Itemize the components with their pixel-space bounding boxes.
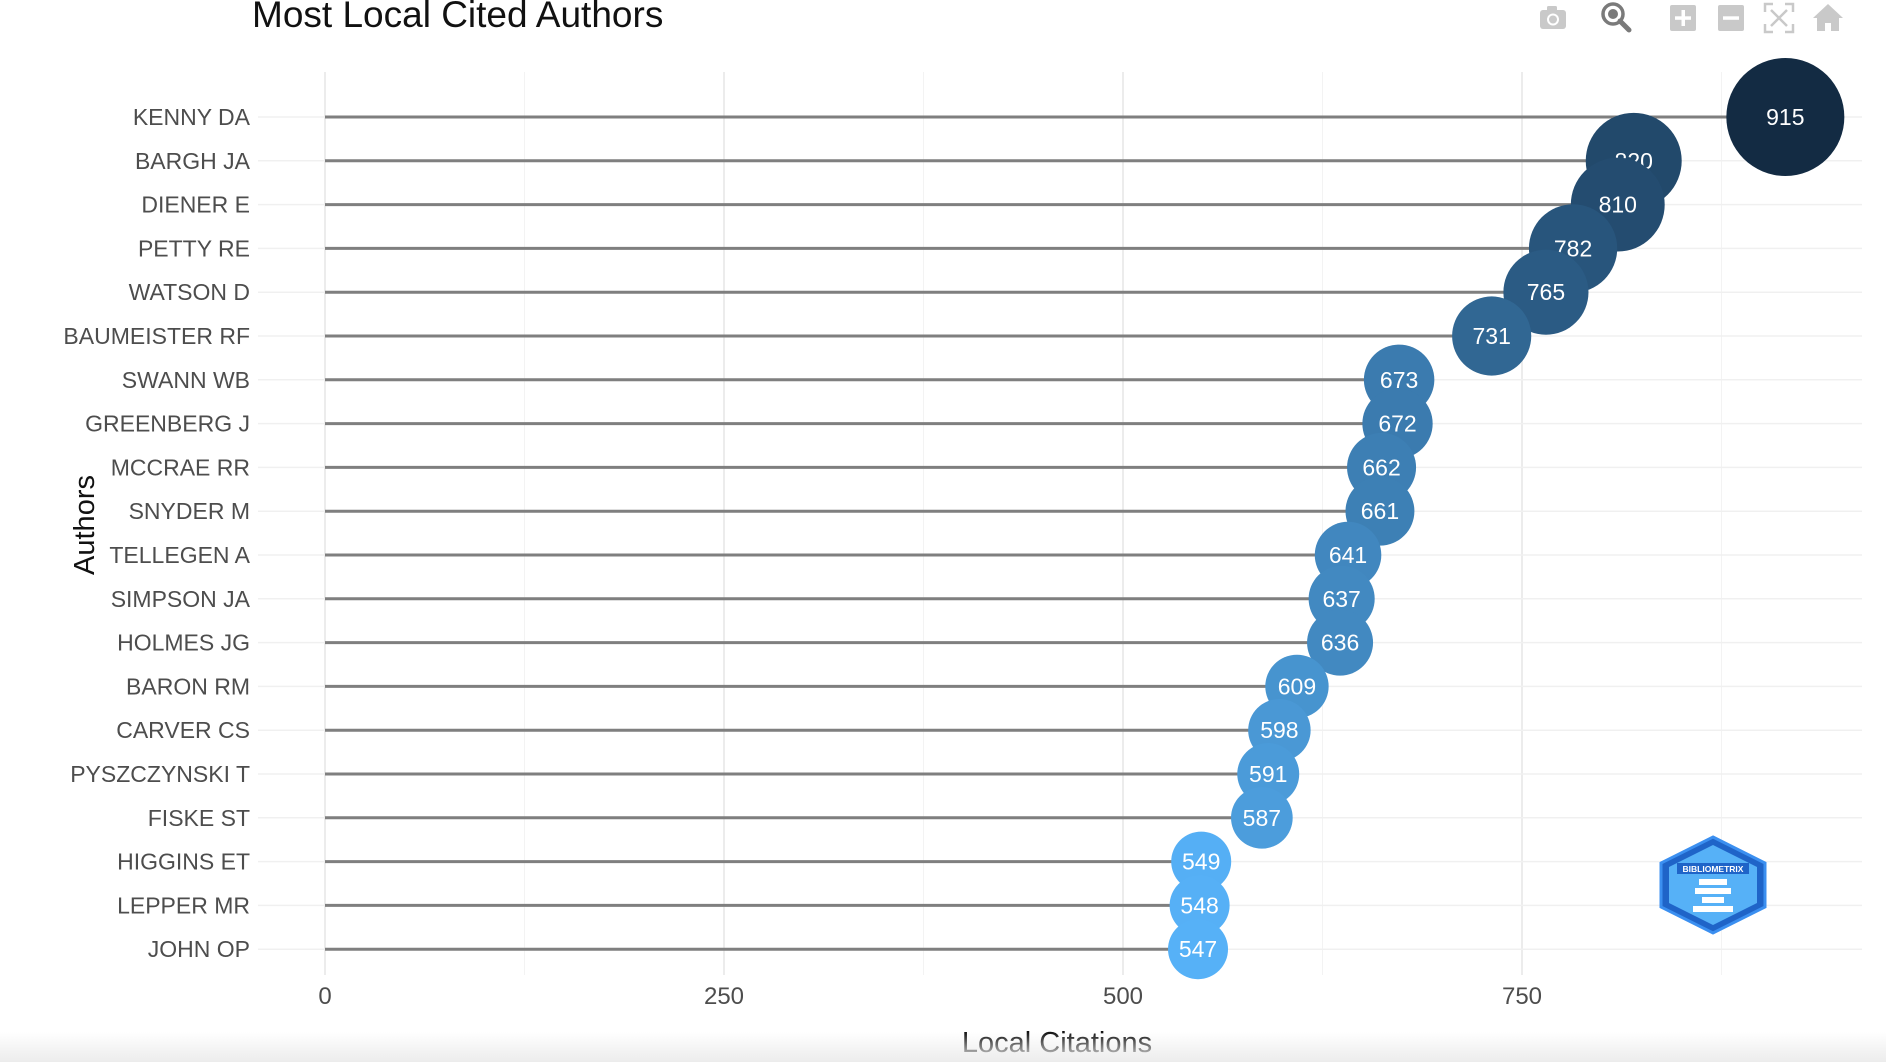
bubble-layer: 9158208107827657316736726626616416376366… [1168,58,1845,980]
zoom-out-icon[interactable] [1713,0,1749,36]
data-label: 673 [1380,367,1418,393]
data-point[interactable] [1307,609,1374,676]
y-tick-label: MCCRAE RR [111,454,250,480]
x-tick-label: 750 [1502,983,1542,1010]
y-tick-label: LEPPER MR [117,892,250,918]
bibliometrix-logo: BIBLIOMETRIX [1655,835,1771,935]
data-label: 915 [1766,104,1804,130]
y-tick-label: SIMPSON JA [111,586,251,612]
y-tick-label: KENNY DA [133,104,251,130]
data-label: 587 [1243,805,1281,831]
data-label: 636 [1321,630,1359,656]
data-point[interactable] [1231,786,1293,849]
y-tick-label: CARVER CS [116,717,250,743]
autoscale-icon[interactable] [1761,0,1797,36]
data-point[interactable] [1726,58,1845,176]
data-label: 591 [1249,761,1287,787]
y-tick-label: PYSZCZYNSKI T [70,761,250,787]
chart-title: Most Local Cited Authors [252,0,664,35]
y-tick-label: TELLEGEN A [109,542,250,568]
y-tick-label: BARON RM [126,673,250,699]
bottom-fade [0,1032,1886,1062]
y-axis-title: Authors [69,475,101,575]
data-point[interactable] [1503,249,1589,335]
x-tick-label: 250 [704,983,744,1010]
data-label: 641 [1329,542,1367,568]
y-tick-label: SNYDER M [129,498,250,524]
logo-text: BIBLIOMETRIX [1683,864,1744,874]
data-label: 662 [1362,454,1400,480]
camera-icon[interactable] [1535,0,1571,36]
modebar [1535,0,1880,36]
y-tick-label: JOHN OP [148,936,250,962]
data-point[interactable] [1171,831,1232,892]
y-tick-labels: KENNY DA BARGH JA DIENER E PETTY RE WATSON D… [63,104,250,962]
x-tick-label: 0 [318,983,331,1010]
data-label: 598 [1260,717,1298,743]
data-point[interactable] [1168,919,1229,980]
data-label: 547 [1179,936,1217,962]
data-label: 672 [1378,411,1416,437]
data-point[interactable] [1169,875,1230,936]
y-tick-label: PETTY RE [138,235,250,261]
data-label: 549 [1182,849,1220,875]
y-tick-label: BARGH JA [135,148,251,174]
data-label: 637 [1322,586,1360,612]
data-label: 731 [1472,323,1510,349]
x-tick-label: 500 [1103,983,1143,1010]
data-label: 548 [1180,892,1218,918]
y-tick-label: WATSON D [129,279,250,305]
data-label: 609 [1278,673,1316,699]
data-label: 810 [1599,192,1637,218]
y-tick-label: FISKE ST [148,805,250,831]
y-tick-label: GREENBERG J [85,411,250,437]
home-icon[interactable] [1810,0,1846,36]
zoom-in-icon[interactable] [1665,0,1701,36]
y-tick-label: SWANN WB [122,367,250,393]
data-label: 765 [1527,279,1565,305]
stem-layer [325,115,1786,951]
y-tick-label: DIENER E [141,192,250,218]
zoom-icon[interactable] [1598,0,1634,36]
data-point[interactable] [1452,296,1532,376]
y-tick-label: HOLMES JG [117,630,250,656]
data-label: 661 [1361,498,1399,524]
x-tick-labels: 0 250 500 750 [318,983,1542,1010]
y-tick-label: HIGGINS ET [117,849,250,875]
y-tick-label: BAUMEISTER RF [63,323,250,349]
